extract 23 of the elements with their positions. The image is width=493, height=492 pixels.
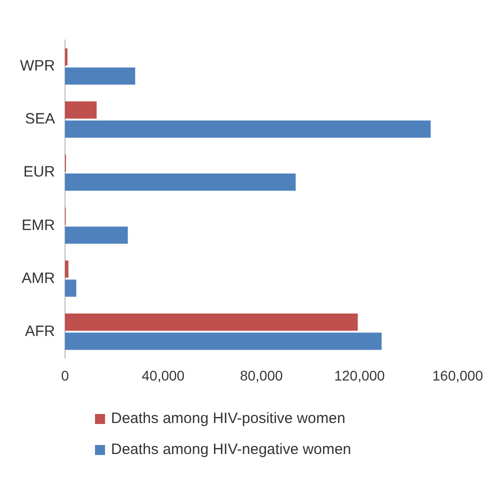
bar [64, 101, 97, 119]
y-tick-label: WPR [20, 58, 56, 75]
x-tick-label: 0 [61, 367, 70, 384]
legend-label: Deaths among HIV-positive women [111, 410, 346, 427]
x-tick-label: 120,000 [334, 367, 386, 384]
legend-label: Deaths among HIV-negative women [111, 441, 352, 458]
x-tick-label: 40,000 [142, 367, 185, 384]
y-tick-label: AMR [22, 270, 56, 287]
bar [64, 120, 431, 138]
x-tick-label: 80,000 [240, 367, 283, 384]
bar [64, 48, 68, 66]
y-tick-label: EMR [22, 216, 56, 234]
bar [64, 67, 136, 85]
bar [64, 260, 68, 278]
y-tick-label: AFR [24, 322, 56, 340]
bar [64, 332, 382, 350]
bar [64, 174, 296, 191]
x-tick-label: 160,000 [432, 367, 484, 384]
y-tick-label: EUR [23, 164, 56, 181]
bar [64, 226, 128, 244]
y-tick-label: SEA [24, 110, 55, 128]
bar [64, 314, 358, 331]
bar [64, 280, 76, 297]
